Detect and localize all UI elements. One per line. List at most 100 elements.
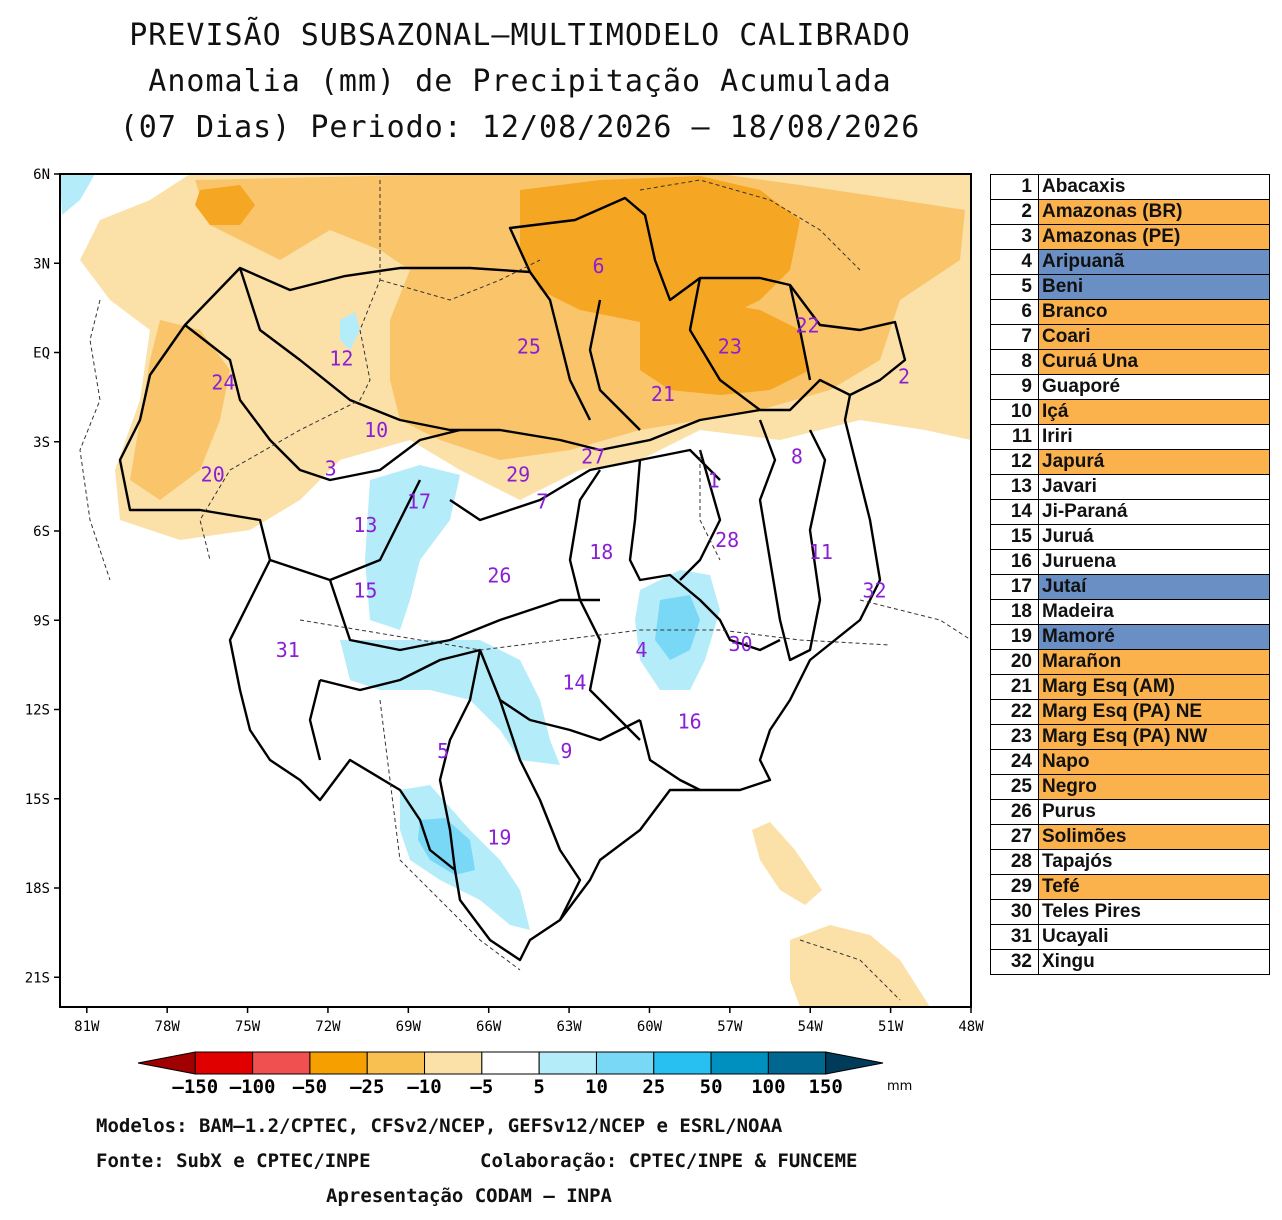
border-f — [79, 299, 111, 581]
colorbar-segment — [424, 1051, 483, 1075]
legend-row: 2 Amazonas (BR) — [990, 199, 1270, 225]
basin-label-19: 19 — [487, 825, 511, 849]
legend-row: 20 Marañon — [990, 649, 1270, 675]
legend-basin-number: 27 — [990, 824, 1039, 850]
legend-row: 5 Beni — [990, 274, 1270, 300]
legend-basin-number: 9 — [990, 374, 1039, 400]
negative-anomaly-medium-area-west — [130, 320, 230, 500]
lon-label: 54W — [798, 1019, 824, 1035]
legend-basin-name: Içá — [1038, 399, 1270, 425]
title-line-2: Anomalia (mm) de Precipitação Acumulada — [148, 64, 892, 99]
basin-label-17: 17 — [407, 489, 431, 513]
longitude-axis: 81W 78W 75W 72W 69W 66W 63W 60W 57W 54W 51W 48W — [74, 1007, 984, 1035]
colorbar-label: –5 — [470, 1076, 493, 1098]
legend-basin-name: Marg Esq (AM) — [1038, 674, 1270, 700]
basin-line-e — [449, 448, 721, 522]
basin-line-b — [184, 324, 461, 482]
lon-label: 75W — [235, 1019, 261, 1035]
basin-label-23: 23 — [718, 335, 742, 359]
lon-label: 81W — [74, 1019, 100, 1035]
basin-label-26: 26 — [487, 564, 511, 588]
legend-basin-name: Madeira — [1038, 599, 1270, 625]
colorbar-segment — [366, 1051, 426, 1075]
basin-legend-table: 1 Abacaxis 2 Amazonas (BR) 3 Amazonas (PE) 4 Ar… — [990, 174, 1270, 975]
legend-basin-name: Guaporé — [1038, 374, 1270, 400]
basin-label-5: 5 — [437, 739, 449, 763]
basin-line-c — [269, 479, 422, 582]
legend-basin-number: 22 — [990, 699, 1039, 725]
lat-label: 15S — [25, 792, 50, 808]
legend-row: 10 Içá — [990, 399, 1270, 425]
legend-basin-name: Marg Esq (PA) NW — [1038, 724, 1270, 750]
legend-basin-name: Beni — [1038, 274, 1270, 300]
lat-label: EQ — [33, 346, 50, 362]
basin-label-13: 13 — [353, 513, 377, 537]
basin-label-18: 18 — [589, 540, 613, 564]
colorbar-arrow-right — [825, 1051, 884, 1075]
colorbar-label: 150 — [809, 1076, 843, 1098]
border-i — [799, 939, 901, 1001]
basin-boundaries — [118, 196, 907, 962]
legend-basin-name: Mamoré — [1038, 624, 1270, 650]
border-b — [379, 259, 541, 301]
legend-basin-name: Branco — [1038, 299, 1270, 325]
basin-label-8: 8 — [791, 445, 803, 469]
basin-label-1: 1 — [708, 468, 720, 492]
legend-basin-name: Teles Pires — [1038, 899, 1270, 925]
legend-basin-number: 31 — [990, 924, 1039, 950]
basin-label-21: 21 — [651, 382, 675, 406]
legend-row: 29 Tefé — [990, 874, 1270, 900]
legend-basin-number: 3 — [990, 224, 1039, 250]
basin-line-l — [638, 719, 701, 792]
legend-basin-number: 17 — [990, 574, 1039, 600]
legend-row: 12 Japurá — [990, 449, 1270, 475]
legend-basin-number: 25 — [990, 774, 1039, 800]
footer-models: Modelos: BAM–1.2/CPTEC, CFSv2/NCEP, GEFS… — [96, 1115, 783, 1137]
legend-row: 25 Negro — [990, 774, 1270, 800]
legend-basin-number: 21 — [990, 674, 1039, 700]
legend-basin-number: 8 — [990, 349, 1039, 375]
footer-collaboration: Colaboração: CPTEC/INPE & FUNCEME — [480, 1150, 858, 1172]
basin-line-r — [788, 284, 812, 381]
legend-basin-name: Juruena — [1038, 549, 1270, 575]
legend-basin-name: Purus — [1038, 799, 1270, 825]
basin-label-9: 9 — [560, 739, 572, 763]
legend-basin-name: Tapajós — [1038, 849, 1270, 875]
basin-line-j — [319, 648, 641, 742]
legend-row: 31 Ucayali — [990, 924, 1270, 950]
basin-line-g — [628, 459, 781, 652]
legend-row: 9 Guaporé — [990, 374, 1270, 400]
border-h — [859, 599, 971, 641]
legend-basin-name: Marg Esq (PA) NE — [1038, 699, 1270, 725]
basin-label-12: 12 — [329, 346, 353, 370]
legend-basin-number: 20 — [990, 649, 1039, 675]
colorbar-label: 5 — [533, 1076, 544, 1098]
colorbar-segment — [538, 1051, 597, 1075]
lon-label: 78W — [155, 1019, 181, 1035]
legend-basin-number: 1 — [990, 174, 1039, 200]
legend-basin-name: Coari — [1038, 324, 1270, 350]
legend-basin-name: Negro — [1038, 774, 1270, 800]
colorbar-segment — [710, 1051, 769, 1075]
border-a — [199, 180, 381, 561]
lon-label: 63W — [556, 1019, 582, 1035]
legend-row: 24 Napo — [990, 749, 1270, 775]
positive-anomaly-light-area-2 — [340, 640, 560, 765]
basin-label-27: 27 — [581, 445, 605, 469]
lat-label: 18S — [25, 881, 50, 897]
colorbar-label: 10 — [585, 1076, 608, 1098]
basin-line-n — [498, 699, 582, 921]
legend-row: 21 Marg Esq (AM) — [990, 674, 1270, 700]
legend-basin-number: 12 — [990, 449, 1039, 475]
footer-source: Fonte: SubX e CPTEC/INPE — [96, 1150, 371, 1172]
legend-basin-name: Xingu — [1038, 949, 1270, 975]
legend-row: 17 Jutaí — [990, 574, 1270, 600]
lon-label: 51W — [878, 1019, 904, 1035]
precipitation-anomaly-map: 6N 3N EQ 3S 6S 9S 12S 15S 18S 21S 81W 78W 75W 72W 69W… — [25, 167, 985, 1098]
colorbar-segment — [595, 1051, 655, 1075]
anomaly-fields — [60, 174, 971, 1007]
legend-basin-name: Ucayali — [1038, 924, 1270, 950]
legend-basin-number: 11 — [990, 424, 1039, 450]
lon-label: 69W — [396, 1019, 422, 1035]
lon-label: 72W — [315, 1019, 341, 1035]
